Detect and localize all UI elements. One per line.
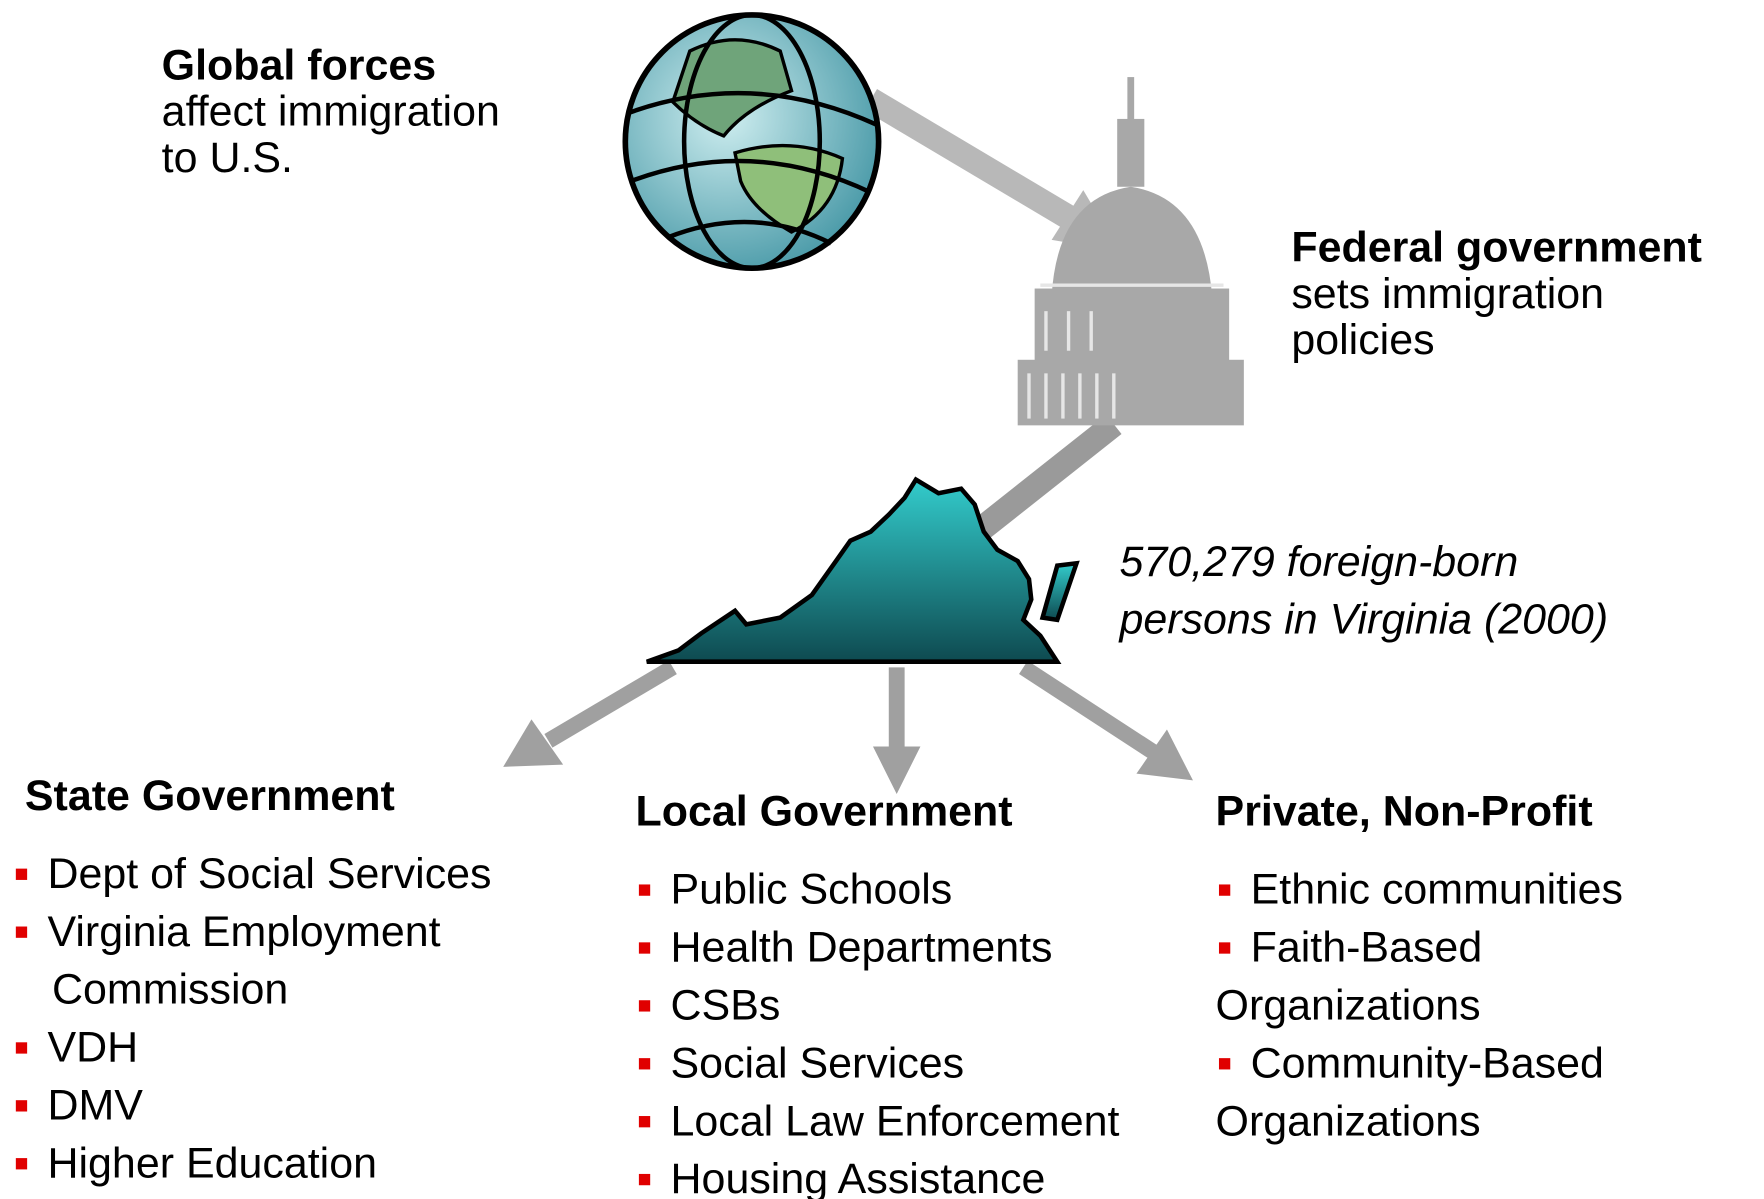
list-item: Local Law Enforcement [671,1097,1120,1145]
text-line: sets immigration [1291,270,1604,318]
list-item: Housing Assistance [671,1155,1046,1199]
heading: Federal government [1291,223,1702,271]
globe [622,12,882,272]
list-item: Public Schools [671,866,953,914]
list-item: VDH [47,1024,138,1072]
list-item: Community-Based [1251,1039,1604,1087]
column-title: Private, Non-Profit [1216,788,1593,836]
text-line: to U.S. [162,134,293,182]
bullet [15,868,28,880]
bullet [15,1158,28,1170]
bullet [638,1116,651,1128]
list-item: Ethnic communities [1251,866,1623,914]
text-line: affect immigration [162,88,500,136]
list-item: DMV [47,1081,143,1129]
list-item: Commission [52,966,288,1014]
arrowhead [503,719,564,767]
bullet [1218,884,1231,896]
bullet [15,1100,28,1112]
arrowhead [872,746,921,794]
text-line: policies [1291,316,1434,364]
list-item: Organizations [1216,982,1481,1030]
column-title: Local Government [635,788,1012,836]
arrow [544,660,677,748]
list-item: Social Services [671,1039,965,1087]
heading: Global forces [162,41,436,89]
arrow [864,89,1081,232]
arrow [1019,660,1158,759]
list-item: Virginia Employment [47,908,440,956]
bullet [15,926,28,938]
list-item: Faith-Based [1251,924,1483,972]
bullet [638,1173,651,1186]
virginia-map [646,476,1080,664]
bullet [1218,1058,1231,1070]
bullet [638,942,651,954]
capitol [1017,77,1244,426]
text-line: 570,279 foreign-born [1119,538,1518,586]
bullet [638,884,651,896]
bullet [15,1042,28,1054]
column-title: State Government [25,772,395,820]
bullet [638,1000,651,1012]
list-item: Organizations [1216,1097,1481,1145]
arrowhead [1136,729,1193,781]
arrow [970,414,1122,542]
text-line: persons in Virginia (2000) [1117,595,1608,643]
list-item: Higher Education [47,1139,377,1187]
bullet [638,1058,651,1070]
list-item: CSBs [671,982,781,1030]
list-item: Dept of Social Services [47,850,491,898]
list-item: Health Departments [671,924,1053,972]
bullet [1218,942,1231,954]
